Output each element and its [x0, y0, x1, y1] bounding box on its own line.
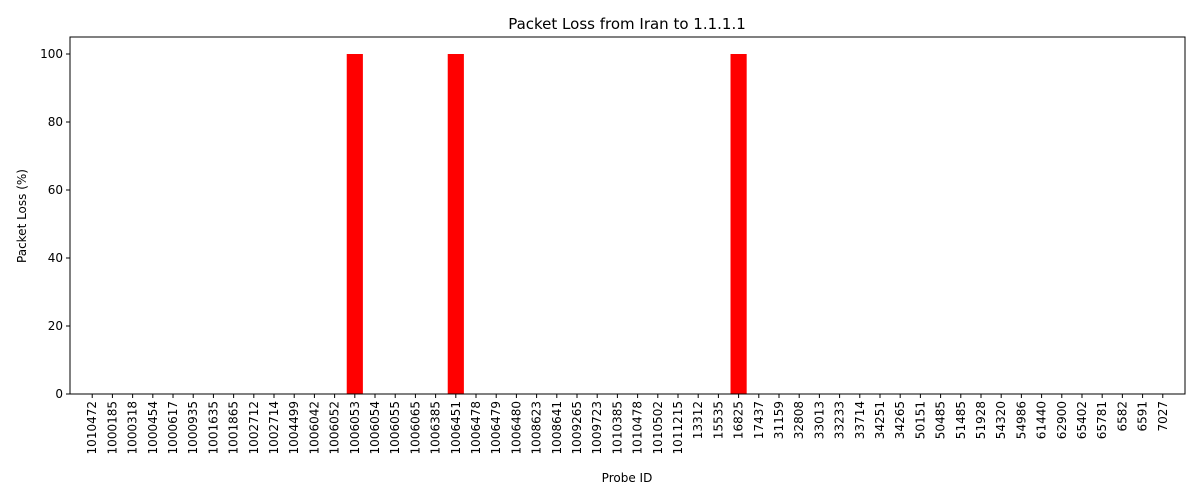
x-tick-label: 1000454 — [146, 401, 160, 454]
y-tick-label: 0 — [55, 387, 63, 401]
x-tick-label: 1001635 — [206, 401, 220, 454]
x-tick-label: 50485 — [934, 401, 948, 439]
x-tick-label: 13312 — [691, 401, 705, 439]
x-tick-label: 1000617 — [166, 401, 180, 454]
bars-group — [346, 54, 747, 394]
x-tick-label: 33714 — [853, 401, 867, 439]
x-tick-label: 1000318 — [126, 401, 140, 454]
x-tick-label: 1010502 — [651, 401, 665, 454]
chart-title: Packet Loss from Iran to 1.1.1.1 — [508, 15, 746, 33]
x-tick-label: 6582 — [1115, 401, 1129, 432]
x-tick-label: 54320 — [994, 401, 1008, 439]
x-tick-label: 62900 — [1055, 401, 1069, 439]
x-tick-label: 1004499 — [287, 401, 301, 454]
x-tick-label: 1010385 — [610, 401, 624, 454]
x-tick-label: 32808 — [792, 401, 806, 439]
x-tick-label: 51485 — [954, 401, 968, 439]
x-tick-label: 1008623 — [530, 401, 544, 454]
x-tick-label: 33013 — [812, 401, 826, 439]
x-tick-label: 1006480 — [509, 401, 523, 454]
x-tick-label: 1002712 — [247, 401, 261, 454]
x-tick-label: 1006385 — [429, 401, 443, 454]
x-tick-label: 16825 — [732, 401, 746, 439]
x-tick-label: 1006054 — [368, 401, 382, 454]
x-tick-label: 33233 — [833, 401, 847, 439]
x-tick-label: 1000935 — [186, 401, 200, 454]
x-tick-label: 34265 — [893, 401, 907, 439]
x-tick-label: 1006479 — [489, 401, 503, 454]
x-tick-label: 6591 — [1136, 401, 1150, 432]
x-tick-label: 1006451 — [449, 401, 463, 454]
y-tick-label: 100 — [40, 47, 63, 61]
x-tick-label: 1006065 — [408, 401, 422, 454]
x-tick-label: 1006042 — [307, 401, 321, 454]
x-tick-label: 15535 — [711, 401, 725, 439]
x-tick-label: 50151 — [913, 401, 927, 439]
x-tick-label: 1009265 — [570, 401, 584, 454]
x-tick-label: 1006478 — [469, 401, 483, 454]
x-tick-label: 1008641 — [550, 401, 564, 454]
x-tick-label: 65781 — [1095, 401, 1109, 439]
x-tick-label: 51928 — [974, 401, 988, 439]
y-tick-label: 40 — [48, 251, 63, 265]
x-tick-label: 1010478 — [631, 401, 645, 454]
x-tick-label: 7027 — [1156, 401, 1170, 432]
x-tick-label: 1011215 — [671, 401, 685, 454]
x-tick-label: 1001865 — [227, 401, 241, 454]
plot-frame — [69, 36, 1186, 395]
x-tick-label: 34251 — [873, 401, 887, 439]
x-tick-label: 54986 — [1014, 401, 1028, 439]
x-tick-label: 1009723 — [590, 401, 604, 454]
x-tick-label: 1002714 — [267, 401, 281, 454]
x-tick-label: 17437 — [752, 401, 766, 439]
y-axis-label: Packet Loss (%) — [15, 169, 29, 263]
y-tick-label: 20 — [48, 319, 63, 333]
bar-1006053 — [346, 54, 363, 394]
y-tick-label: 80 — [48, 115, 63, 129]
x-tick-label: 1006055 — [388, 401, 402, 454]
x-tick-label: 1000185 — [105, 401, 119, 454]
x-tick-label: 1006053 — [348, 401, 362, 454]
x-tick-label: 1010472 — [85, 401, 99, 454]
x-tick-label: 1006052 — [328, 401, 342, 454]
y-axis: 0 20 40 60 80 100 — [40, 47, 70, 401]
bar-1006451 — [447, 54, 464, 394]
bar-16825 — [730, 54, 747, 394]
x-axis: 1010472 1000185 1000318 1000454 1000617 10009… — [85, 394, 1170, 454]
x-axis-label: Probe ID — [602, 471, 653, 485]
x-tick-label: 65402 — [1075, 401, 1089, 439]
x-tick-label: 61440 — [1035, 401, 1049, 439]
y-tick-label: 60 — [48, 183, 63, 197]
x-tick-label: 31159 — [772, 401, 786, 439]
